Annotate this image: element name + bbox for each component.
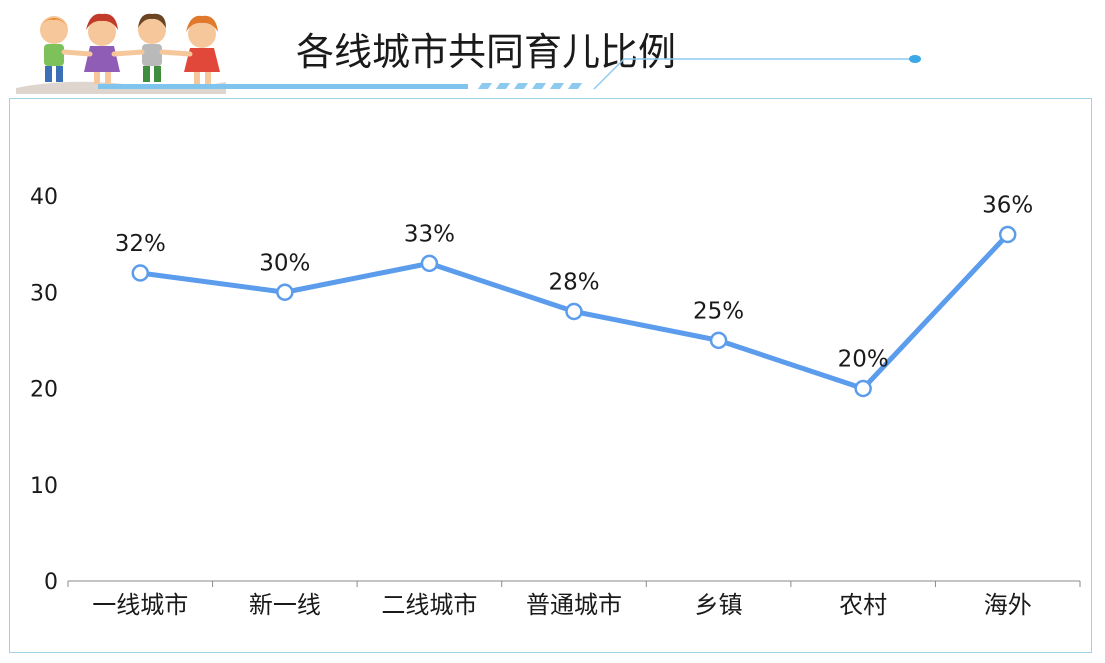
page-title: 各线城市共同育儿比例 [296,30,677,74]
data-point[interactable] [565,302,583,321]
children-illustration [16,13,226,94]
x-tick-label: 乡镇 [695,591,743,619]
data-point[interactable] [998,225,1017,244]
data-label: 32% [115,231,166,257]
data-label: 20% [838,347,889,373]
x-tick-label: 海外 [984,591,1032,619]
y-tick-label: 20 [30,378,58,403]
y-tick-label: 0 [44,570,58,595]
chart-frame [9,98,1092,653]
x-tick-label: 新一线 [249,591,321,619]
data-point[interactable] [854,379,872,398]
y-tick-label: 30 [30,281,58,306]
data-point[interactable] [420,254,439,273]
title-underline-decoration [98,55,921,90]
data-label: 28% [548,270,599,296]
x-tick-label: 农村 [839,591,887,619]
data-point[interactable] [276,283,294,301]
data-label: 36% [982,193,1033,219]
data-label: 25% [693,298,744,324]
x-tick-label: 普通城市 [526,591,622,619]
x-tick-label: 一线城市 [92,591,188,619]
data-label: 33% [404,221,455,247]
data-point[interactable] [709,331,728,350]
data-label: 30% [259,250,310,276]
data-point[interactable] [131,264,150,282]
y-tick-label: 10 [30,474,58,499]
x-tick-label: 二线城市 [381,591,477,619]
y-tick-label: 40 [30,185,58,210]
header: 各线城市共同育儿比例 [0,0,1105,100]
